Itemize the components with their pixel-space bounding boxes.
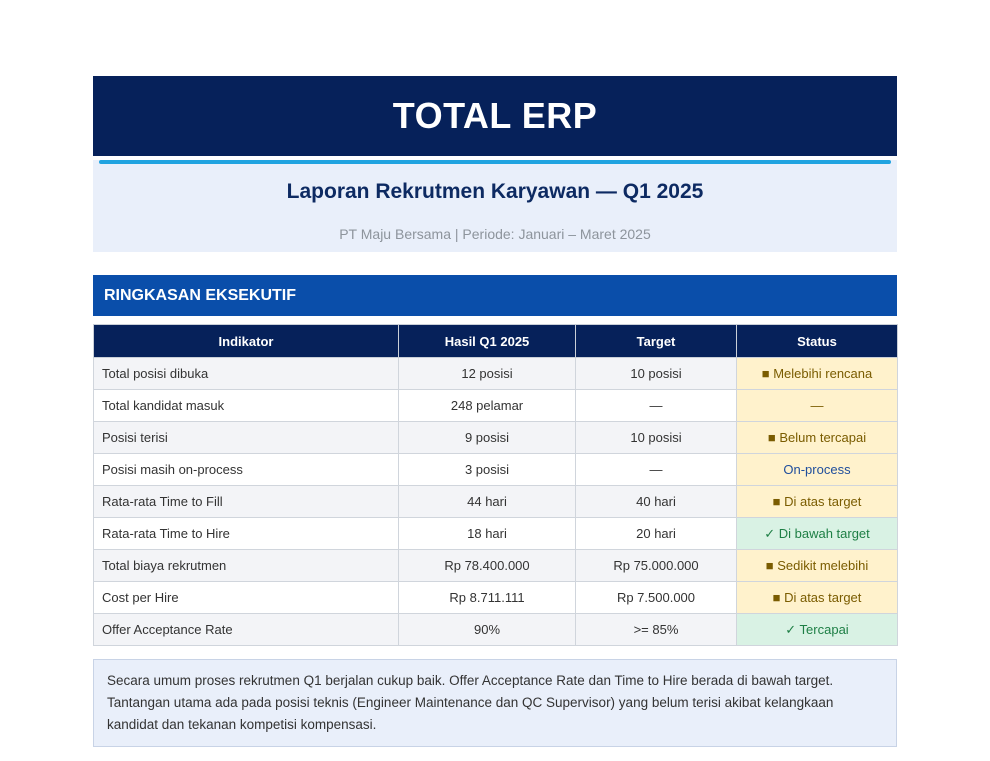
indicator-cell: Posisi terisi [93, 421, 399, 454]
status-badge: — [736, 389, 898, 422]
executive-summary-table: Indikator Hasil Q1 2025 Target Status To… [93, 324, 898, 646]
table-row: Posisi masih on-process 3 posisi — On-pr… [93, 453, 898, 486]
result-cell: 248 pelamar [398, 389, 576, 422]
table-row: Total biaya rekrutmen Rp 78.400.000 Rp 7… [93, 549, 898, 582]
status-badge: ■ Sedikit melebihi [736, 549, 898, 582]
indicator-cell: Cost per Hire [93, 581, 399, 614]
column-header-result: Hasil Q1 2025 [398, 324, 576, 358]
target-cell: 10 posisi [575, 357, 737, 390]
table-row: Cost per Hire Rp 8.711.111 Rp 7.500.000 … [93, 581, 898, 614]
result-cell: 18 hari [398, 517, 576, 550]
table-row: Rata-rata Time to Hire 18 hari 20 hari ✓… [93, 517, 898, 550]
section-header: RINGKASAN EKSEKUTIF [93, 275, 897, 316]
status-badge: ■ Di atas target [736, 581, 898, 614]
status-badge: ✓ Di bawah target [736, 517, 898, 550]
result-cell: Rp 78.400.000 [398, 549, 576, 582]
target-cell: 40 hari [575, 485, 737, 518]
table-row: Rata-rata Time to Fill 44 hari 40 hari ■… [93, 485, 898, 518]
target-cell: — [575, 453, 737, 486]
status-badge: ■ Belum tercapai [736, 421, 898, 454]
status-badge: ✓ Tercapai [736, 613, 898, 646]
column-header-status: Status [736, 324, 898, 358]
target-cell: 20 hari [575, 517, 737, 550]
indicator-cell: Total biaya rekrutmen [93, 549, 399, 582]
indicator-cell: Total kandidat masuk [93, 389, 399, 422]
target-cell: Rp 75.000.000 [575, 549, 737, 582]
report-header: Laporan Rekrutmen Karyawan — Q1 2025 PT … [93, 160, 897, 252]
result-cell: 44 hari [398, 485, 576, 518]
brand-title: TOTAL ERP [392, 95, 598, 136]
table-header-row: Indikator Hasil Q1 2025 Target Status [93, 324, 898, 358]
result-cell: 12 posisi [398, 357, 576, 390]
table-row: Total kandidat masuk 248 pelamar — — [93, 389, 898, 422]
indicator-cell: Offer Acceptance Rate [93, 613, 399, 646]
report-subtitle: PT Maju Bersama | Periode: Januari – Mar… [339, 226, 651, 242]
result-cell: 90% [398, 613, 576, 646]
report-page: TOTAL ERP Laporan Rekrutmen Karyawan — Q… [93, 76, 898, 747]
indicator-cell: Rata-rata Time to Hire [93, 517, 399, 550]
column-header-target: Target [575, 324, 737, 358]
target-cell: 10 posisi [575, 421, 737, 454]
table-row: Total posisi dibuka 12 posisi 10 posisi … [93, 357, 898, 390]
indicator-cell: Posisi masih on-process [93, 453, 399, 486]
target-cell: >= 85% [575, 613, 737, 646]
result-cell: Rp 8.711.111 [398, 581, 576, 614]
table-row: Posisi terisi 9 posisi 10 posisi ■ Belum… [93, 421, 898, 454]
column-header-indicator: Indikator [93, 324, 399, 358]
result-cell: 9 posisi [398, 421, 576, 454]
indicator-cell: Total posisi dibuka [93, 357, 399, 390]
brand-banner: TOTAL ERP [93, 76, 897, 156]
target-cell: — [575, 389, 737, 422]
report-title: Laporan Rekrutmen Karyawan — Q1 2025 [286, 180, 704, 203]
indicator-cell: Rata-rata Time to Fill [93, 485, 399, 518]
target-cell: Rp 7.500.000 [575, 581, 737, 614]
accent-line [99, 160, 891, 164]
status-badge: On-process [736, 453, 898, 486]
result-cell: 3 posisi [398, 453, 576, 486]
status-badge: ■ Melebihi rencana [736, 357, 898, 390]
status-badge: ■ Di atas target [736, 485, 898, 518]
summary-note: Secara umum proses rekrutmen Q1 berjalan… [93, 659, 897, 747]
table-row: Offer Acceptance Rate 90% >= 85% ✓ Terca… [93, 613, 898, 646]
section-title: RINGKASAN EKSEKUTIF [104, 286, 297, 304]
